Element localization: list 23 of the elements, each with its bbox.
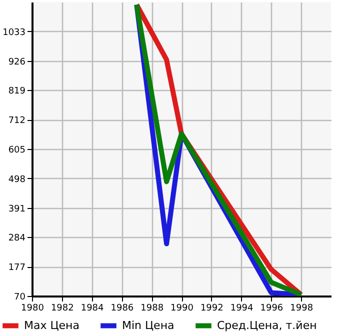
y-tick-label: 177 [8, 263, 26, 274]
legend-label: Сред.Цена, т.йен [217, 318, 317, 332]
x-tick-label: 1992 [200, 304, 224, 314]
y-tick-label: 926 [8, 57, 26, 68]
y-tick-label: 284 [8, 234, 26, 244]
x-tick-label: 1994 [230, 304, 254, 314]
y-tick-label: 498 [8, 174, 26, 185]
x-tick-label: 1988 [140, 304, 164, 314]
y-tick-label: 1033 [2, 28, 26, 38]
y-tick-label: 605 [8, 146, 26, 156]
y-tick-label: 391 [8, 204, 26, 214]
legend-label: Min Цена [122, 318, 174, 332]
x-tick-label: 1980 [21, 304, 44, 314]
x-tick-label: 1982 [50, 304, 74, 314]
x-tick-label: 1996 [260, 304, 284, 314]
x-tick-label: 1986 [110, 304, 134, 314]
x-tick-label: 1990 [170, 304, 194, 314]
y-tick-label: 70 [14, 292, 26, 302]
y-tick-label: 819 [8, 86, 26, 97]
y-tick-label: 712 [8, 116, 26, 126]
legend-label: Max Цена [24, 318, 80, 332]
x-tick-label: 1984 [80, 304, 104, 314]
x-tick-label: 1998 [290, 304, 314, 314]
